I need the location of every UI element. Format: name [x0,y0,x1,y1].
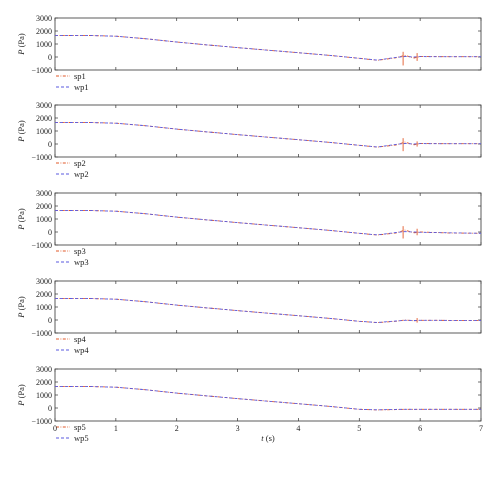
y-tick-label: 1000 [36,303,52,312]
y-axis-label-var: P [16,313,26,319]
y-tick-label: 0 [48,140,52,149]
x-axis-label-unit: (s) [264,433,275,443]
x-tick-label: 2 [175,424,179,433]
x-tick-label: 5 [357,424,361,433]
y-tick-label: 1000 [36,215,52,224]
y-axis-label: P (Pa) [16,33,26,56]
legend-label-sp1: sp1 [74,71,86,81]
chart-panel-1: 3000 2000 1000 0 −1000 P (Pa) [16,14,482,75]
y-tick-label: −1000 [31,66,52,75]
y-axis-label-unit: (Pa) [16,384,26,400]
y-axis-label-var: P [16,137,26,143]
y-tick-label: 2000 [36,114,52,123]
legend-label-wp4: wp4 [74,345,89,355]
y-tick-label: −1000 [31,329,52,338]
y-tick-label: −1000 [31,417,52,426]
x-tick-label: 0 [53,424,57,433]
y-axis-label-var: P [16,50,26,56]
x-tick-label: 6 [418,424,422,433]
series-line-wp3 [54,209,482,236]
series-line-wp1 [54,34,481,61]
x-tick-label: 1 [114,424,118,433]
legend-label-sp2: sp2 [74,158,86,168]
x-axis: 0 1 2 3 4 5 6 7 t (s) [53,424,483,443]
y-tick-label: 3000 [36,277,52,286]
y-axis-label-unit: (Pa) [16,296,26,312]
y-tick-label: 1000 [36,40,52,49]
y-axis-label-unit: (Pa) [16,33,26,49]
y-tick-label: −1000 [31,241,52,250]
y-tick-label: 0 [48,228,52,237]
chart-panel-3: 3000 2000 1000 0 −1000 P (Pa) [16,189,482,250]
legend-label-sp5: sp5 [74,422,86,432]
y-tick-label: 2000 [36,202,52,211]
legend-label-sp3: sp3 [74,246,86,256]
x-axis-label-var: t [261,433,264,443]
y-axis-label: P (Pa) [16,208,26,231]
y-axis-label-unit: (Pa) [16,120,26,136]
y-tick-label: 1000 [36,391,52,400]
y-tick-label: 0 [48,404,52,413]
series-line-wp5 [54,385,481,411]
legend-label-wp3: wp3 [74,257,89,267]
legend-label-wp2: wp2 [74,169,89,179]
chart-panel-4: 3000 2000 1000 0 −1000 P (Pa) [16,277,482,338]
y-axis-label-var: P [16,401,26,407]
y-axis-label: P (Pa) [16,384,26,407]
y-tick-label: 2000 [36,378,52,387]
series-line-wp4 [54,297,481,323]
y-tick-label: 3000 [36,189,52,198]
chart-panel-2: 3000 2000 1000 0 −1000 P (Pa) [16,101,482,162]
legend-label-sp4: sp4 [74,334,87,344]
x-axis-label: t (s) [261,433,275,443]
y-tick-label: 2000 [36,290,52,299]
y-tick-label: −1000 [31,153,52,162]
y-tick-label: 3000 [36,101,52,110]
y-tick-label: 3000 [36,14,52,23]
y-tick-label: 0 [48,53,52,62]
y-axis-label: P (Pa) [16,296,26,319]
legend-label-wp5: wp5 [74,433,89,443]
y-tick-label: 0 [48,316,52,325]
x-tick-label: 4 [296,424,300,433]
y-axis-label-var: P [16,225,26,231]
x-tick-label: 3 [236,424,240,433]
series-line-wp2 [54,121,481,148]
y-tick-label: 3000 [36,365,52,374]
y-tick-label: 2000 [36,27,52,36]
y-axis-label: P (Pa) [16,120,26,143]
legend-label-wp1: wp1 [74,82,89,92]
y-tick-label: 1000 [36,127,52,136]
chart-panel-5: 3000 2000 1000 0 −1000 P (Pa) [16,365,482,426]
y-axis-label-unit: (Pa) [16,208,26,224]
x-tick-label: 7 [479,424,483,433]
